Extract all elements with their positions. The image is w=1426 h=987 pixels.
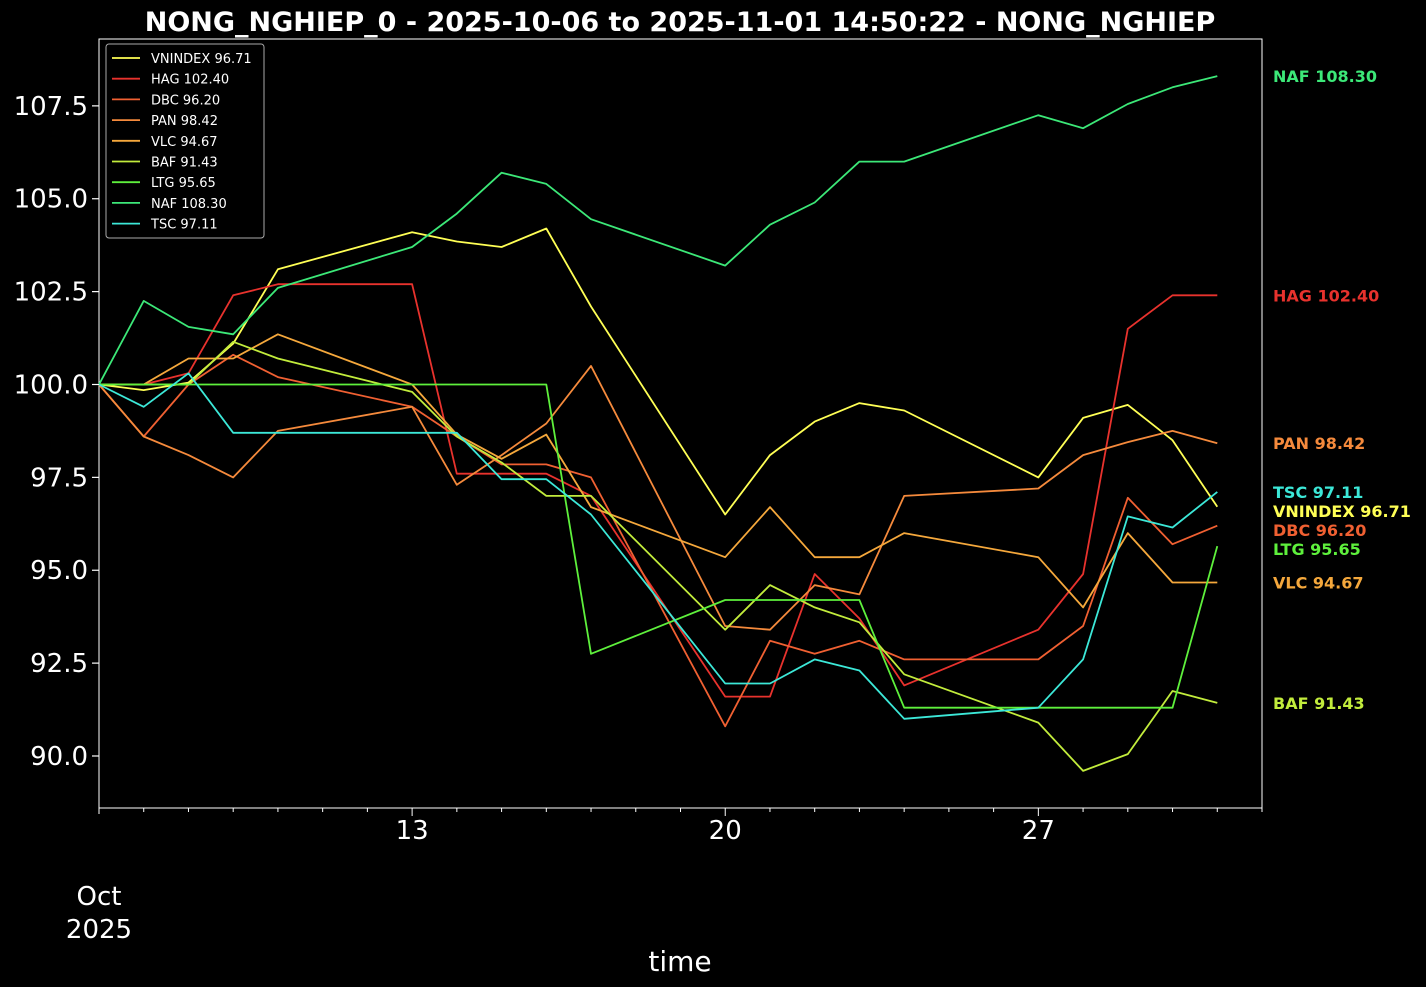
series-line-pan xyxy=(98,364,1218,631)
legend-entry-dbc: DBC 96.20 xyxy=(151,93,220,108)
y-tick-label: 95.0 xyxy=(30,556,88,586)
y-tick-label: 105.0 xyxy=(14,185,88,215)
series-line-naf xyxy=(98,75,1218,385)
x-axis-label: time xyxy=(648,945,711,978)
plot-area xyxy=(98,38,1263,809)
legend-entry-ltg: LTG 95.65 xyxy=(151,176,216,191)
legend-entry-baf: BAF 91.43 xyxy=(151,156,218,171)
plot-frame xyxy=(98,38,1263,809)
series-end-label-ltg: LTG 95.65 xyxy=(1273,540,1361,559)
legend-entry-vnindex: VNINDEX 96.71 xyxy=(151,52,252,67)
series-line-vlc xyxy=(99,333,1218,609)
legend-entry-pan: PAN 98.42 xyxy=(151,114,218,129)
legend-entry-vlc: VLC 94.67 xyxy=(151,135,218,150)
series-line-hag xyxy=(99,283,1218,698)
x-tick-label: 13 xyxy=(396,816,429,846)
series-line-tsc xyxy=(98,372,1218,720)
y-tick-label: 92.5 xyxy=(30,649,88,679)
series-line-baf xyxy=(99,340,1218,772)
series-end-label-hag: HAG 102.40 xyxy=(1273,286,1379,305)
series-end-label-vnindex: VNINDEX 96.71 xyxy=(1273,502,1411,521)
legend-entry-tsc: TSC 97.11 xyxy=(150,218,218,233)
series-line-vnindex xyxy=(98,227,1219,516)
x-tick-label: 27 xyxy=(1022,816,1055,846)
y-tick-label: 107.5 xyxy=(14,92,88,122)
series-line-ltg xyxy=(99,383,1219,709)
legend-box xyxy=(105,43,265,239)
series-end-label-dbc: DBC 96.20 xyxy=(1273,521,1366,540)
series-end-label-pan: PAN 98.42 xyxy=(1273,434,1365,453)
y-axis: 90.0 92.5 95.0 97.5 100.0 102.5 105.0 107.5 xyxy=(14,92,99,772)
y-tick-label: 90.0 xyxy=(30,742,88,772)
y-tick-label: 100.0 xyxy=(14,370,88,400)
series-end-label-baf: BAF 91.43 xyxy=(1273,694,1365,713)
series-line-dbc xyxy=(98,353,1218,728)
chart-title: NONG_NGHIEP_0 - 2025-10-06 to 2025-11-01… xyxy=(145,7,1216,38)
x-tick-label: 20 xyxy=(709,816,742,846)
x-month-label: Oct xyxy=(77,882,122,912)
series-end-label-tsc: TSC 97.11 xyxy=(1273,483,1363,502)
legend-entry-hag: HAG 102.40 xyxy=(151,73,229,88)
legend-entry-naf: NAF 108.30 xyxy=(151,197,227,212)
y-tick-label: 97.5 xyxy=(30,463,88,493)
x-year-label: 2025 xyxy=(66,915,132,945)
series-end-label-vlc: VLC 94.67 xyxy=(1273,574,1364,593)
series-end-labels: NAF 108.30 HAG 102.40 PAN 98.42 TSC 97.11VN… xyxy=(1273,67,1411,713)
legend: VNINDEX 96.71 HAG 102.40 DBC 96.20 PAN 98.4… xyxy=(105,43,265,239)
y-tick-label: 102.5 xyxy=(14,278,88,308)
series-end-label-naf: NAF 108.30 xyxy=(1273,67,1377,86)
